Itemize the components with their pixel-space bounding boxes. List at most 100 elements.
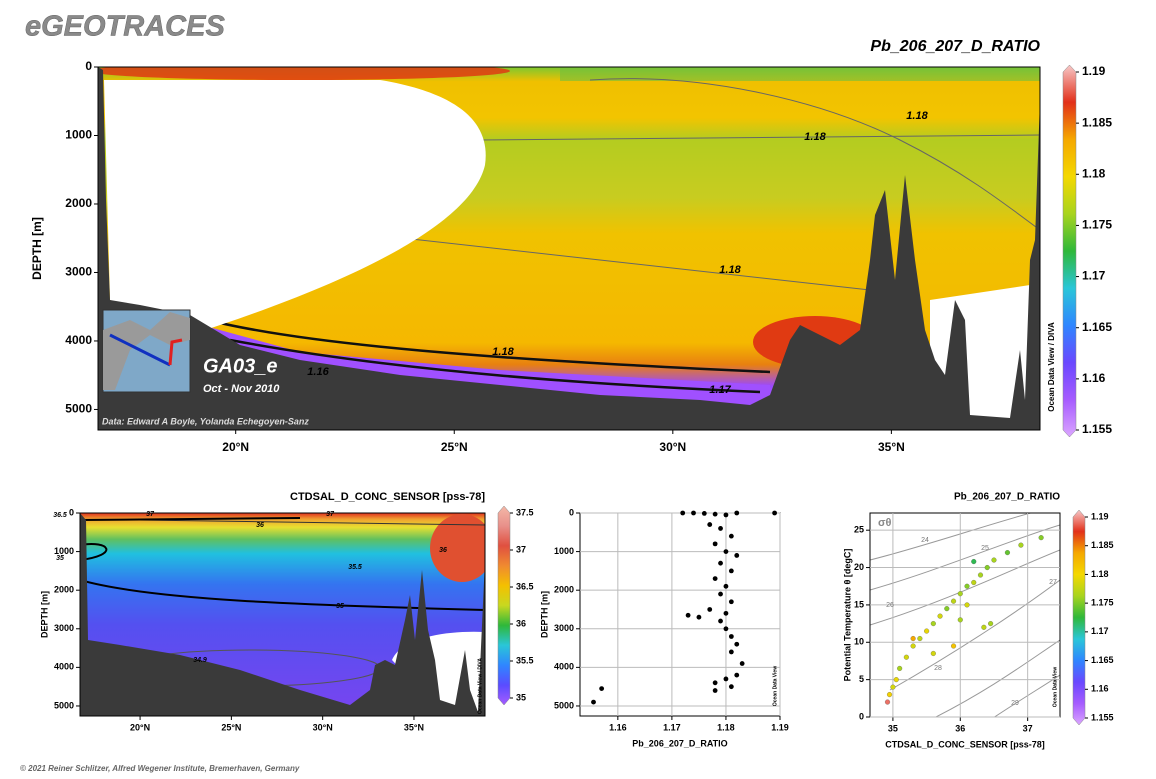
data-point [957, 591, 963, 597]
data-point [957, 617, 963, 623]
contour-label: 1.18 [906, 110, 928, 122]
data-point [984, 564, 990, 571]
colorbar-label: 1.185 [1091, 540, 1114, 550]
colorbar-label: 1.175 [1082, 218, 1112, 232]
data-point [728, 568, 734, 574]
data-point [971, 559, 977, 565]
data-point [728, 684, 734, 690]
y-axis-label: DEPTH [m] [39, 591, 49, 638]
x-tick-label: 1.17 [663, 722, 681, 732]
x-axis-label: CTDSAL_D_CONC_SENSOR [pss-78] [885, 739, 1045, 749]
data-point [930, 650, 936, 657]
data-point [680, 510, 686, 516]
data-point [917, 635, 923, 642]
colorbar-label: 36 [516, 618, 526, 628]
data-point [707, 607, 713, 612]
y-tick-label: 3000 [554, 623, 574, 633]
y-axis-label: DEPTH [m] [539, 591, 549, 638]
sigma-label: 27 [1049, 579, 1057, 586]
chart-title: Pb_206_207_D_RATIO [954, 492, 1060, 503]
y-tick-label: 3000 [54, 623, 74, 633]
colorbar-label: 1.165 [1091, 655, 1114, 665]
side-label: Ocean Data View [1052, 667, 1058, 707]
y-tick-label: 0 [85, 59, 92, 73]
x-tick-label: 35°N [878, 440, 905, 454]
contour-label: 34.9 [193, 657, 207, 664]
data-point [1018, 542, 1024, 548]
x-tick-label: 30°N [659, 440, 686, 454]
data-point [718, 591, 723, 597]
data-point [599, 686, 605, 691]
sigma-symbol: σθ [878, 517, 892, 529]
colorbar-label: 1.18 [1082, 166, 1106, 180]
x-tick-label: 37 [1023, 723, 1033, 733]
data-point [924, 628, 930, 634]
data-point [712, 688, 718, 693]
data-point [723, 676, 729, 682]
x-tick-label: 25°N [441, 440, 468, 454]
sigma-contours [870, 513, 1060, 717]
colorbar [497, 505, 511, 706]
y-tick-label: 2000 [65, 196, 92, 210]
y-tick-label: 1000 [554, 546, 574, 556]
data-point [910, 643, 916, 649]
footer: © 2021 Reiner Schlitzer, Alfred Wegener … [20, 764, 300, 773]
colorbar-label: 1.17 [1091, 626, 1109, 636]
data-point [950, 643, 957, 649]
sigma-label: 28 [934, 665, 942, 672]
data-point [712, 541, 718, 547]
cruise-dates: Oct - Nov 2010 [203, 383, 280, 395]
data-point [772, 510, 777, 516]
colorbar-label: 1.19 [1082, 64, 1106, 78]
colorbar [1062, 64, 1077, 438]
y-tick-label: 0 [69, 507, 74, 517]
data-point [910, 635, 916, 642]
data-point [964, 602, 970, 608]
data-point [893, 677, 899, 683]
y-tick-label: 10 [854, 637, 864, 647]
x-tick-label: 1.19 [771, 722, 789, 732]
data-point [890, 684, 896, 690]
data-point [712, 511, 718, 517]
x-tick-label: 35 [888, 723, 898, 733]
colorbar-label: 1.18 [1091, 569, 1109, 579]
contour-label: 1.17 [709, 384, 731, 396]
contour-label: 36 [439, 547, 447, 554]
data-point [712, 576, 718, 582]
x-tick-label: 20°N [222, 440, 249, 454]
colorbar-label: 1.175 [1091, 598, 1114, 608]
y-tick-label: 15 [854, 599, 864, 609]
x-tick-label: 1.16 [609, 722, 627, 732]
colorbar-label: 1.16 [1082, 371, 1106, 385]
colorbar-label: 1.19 [1091, 511, 1109, 521]
data-point [1038, 535, 1044, 541]
y-axis-label: Potential Temperature θ [degC] [842, 549, 852, 682]
contour-label: 1.18 [719, 264, 741, 276]
contour-label: 36.5 [53, 512, 67, 519]
x-tick-label: 30°N [313, 722, 333, 732]
data-point [712, 680, 718, 686]
colorbar-label: 1.155 [1091, 712, 1114, 722]
sigma-label: 29 [1011, 700, 1019, 707]
brand-title: eGEOTRACES [25, 11, 225, 43]
y-tick-label: 3000 [65, 265, 92, 279]
colorbar-label: 35 [516, 692, 526, 702]
data-point [977, 572, 984, 578]
plot-frame [579, 512, 781, 717]
y-tick-label: 5000 [554, 700, 574, 710]
data-point [886, 692, 893, 698]
contour-label: 1.16 [307, 366, 329, 378]
data-point [734, 510, 740, 516]
section-field [98, 67, 1040, 430]
y-tick-label: 1000 [54, 546, 74, 556]
x-tick-label: 25°N [221, 722, 241, 732]
y-tick-label: 25 [854, 525, 864, 535]
data-point [988, 621, 994, 627]
x-axis-label: Pb_206_207_D_RATIO [632, 738, 727, 748]
data-point [734, 553, 740, 558]
colorbar-label: 1.165 [1082, 320, 1112, 334]
y-tick-label: 4000 [65, 333, 92, 347]
data-point [728, 599, 734, 605]
data-point [718, 560, 723, 566]
data-point [723, 512, 729, 518]
